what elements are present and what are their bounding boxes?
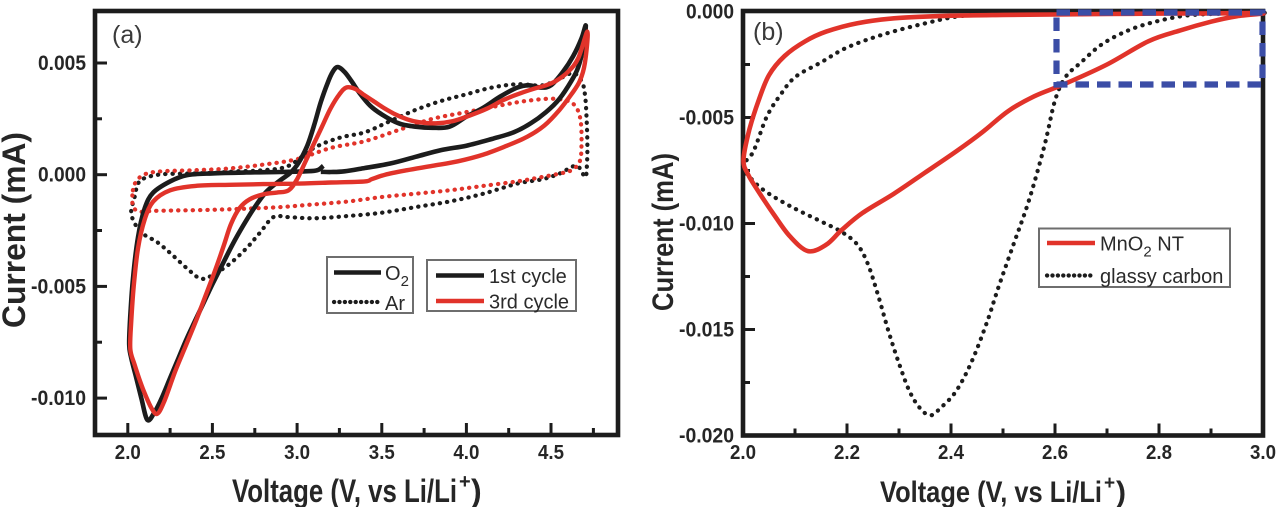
svg-text:0.000: 0.000 <box>686 1 734 24</box>
svg-text:Current (mA): Current (mA) <box>647 153 680 311</box>
svg-text:-0.005: -0.005 <box>31 275 86 298</box>
svg-text:-0.020: -0.020 <box>679 425 734 448</box>
svg-text:4.0: 4.0 <box>453 442 479 464</box>
svg-text:-0.010: -0.010 <box>679 213 734 236</box>
svg-text:-0.010: -0.010 <box>31 387 86 410</box>
svg-text:-0.005: -0.005 <box>679 107 734 130</box>
svg-text:2.0: 2.0 <box>730 442 756 464</box>
svg-text:2.6: 2.6 <box>1042 442 1068 464</box>
svg-text:3.0: 3.0 <box>284 442 310 464</box>
svg-text:-0.015: -0.015 <box>679 319 734 342</box>
svg-text:+: + <box>459 471 471 493</box>
svg-text:3rd cycle: 3rd cycle <box>489 292 569 314</box>
svg-text:(a): (a) <box>112 21 143 49</box>
svg-text:3.5: 3.5 <box>369 442 395 464</box>
svg-text:+: + <box>1104 473 1115 494</box>
svg-text:2.4: 2.4 <box>938 442 965 464</box>
svg-text:Voltage (V, vs Li/Li: Voltage (V, vs Li/Li <box>880 476 1102 507</box>
svg-text:0.000: 0.000 <box>38 164 86 187</box>
svg-text:): ) <box>471 473 482 507</box>
svg-text:2.8: 2.8 <box>1146 442 1172 464</box>
svg-text:3.0: 3.0 <box>1250 442 1276 464</box>
svg-text:2.5: 2.5 <box>199 442 225 464</box>
svg-text:1st cycle: 1st cycle <box>489 266 567 288</box>
svg-text:): ) <box>1116 476 1126 507</box>
svg-text:Ar: Ar <box>385 293 405 315</box>
svg-text:2.0: 2.0 <box>115 442 141 464</box>
svg-text:glassy carbon: glassy carbon <box>1100 266 1223 288</box>
svg-text:Current (mA): Current (mA) <box>0 132 32 328</box>
svg-text:0.005: 0.005 <box>38 52 86 75</box>
svg-text:Voltage (V, vs Li/Li: Voltage (V, vs Li/Li <box>232 473 457 507</box>
svg-text:2.2: 2.2 <box>834 442 860 464</box>
svg-text:(b): (b) <box>753 18 784 46</box>
svg-text:4.5: 4.5 <box>538 442 564 464</box>
